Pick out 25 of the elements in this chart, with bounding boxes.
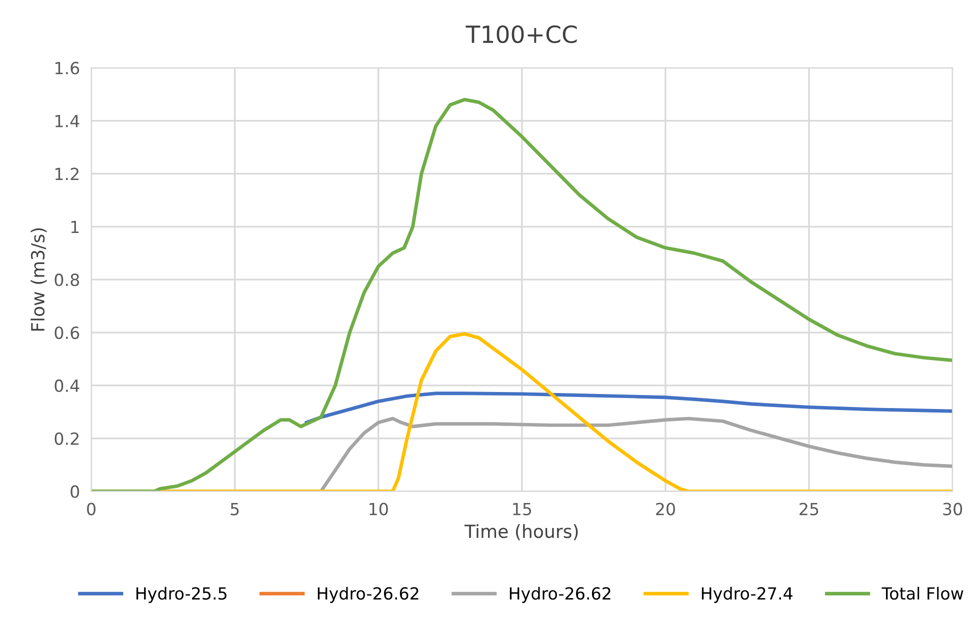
y-tick-label: 0 [70,485,80,498]
legend-label: Hydro-27.4 [702,586,792,603]
y-tick-label: 1.2 [55,168,78,180]
y-tick-label: 0.4 [54,379,80,392]
x-axis-title: Time (hours) [464,524,578,540]
y-tick-label: 0.2 [54,432,78,445]
x-tick-label: 5 [230,502,239,516]
legend-label: Hydro-26.62 [510,586,610,603]
x-tick-label: 25 [800,502,818,516]
legend-label: Hydro-25.5 [136,586,226,603]
x-tick-label: 20 [656,502,675,516]
x-tick-label: 0 [87,502,96,516]
y-tick-label: 0.6 [54,326,80,340]
legend-label: Hydro-26.62 [318,586,418,603]
x-tick-label: 10 [370,502,388,516]
chart-title: T100+CC [466,25,577,44]
legend-label: Total Flow [882,586,964,600]
y-tick-label: 1.6 [55,62,80,74]
x-tick-label: 15 [513,502,532,516]
y-axis-title: Flow (m3/s) [30,228,47,331]
y-tick-label: 0.8 [54,274,80,286]
line-series [304,392,953,424]
y-tick-label: 1 [71,220,79,233]
x-tick-label: 30 [943,502,962,516]
y-tick-label: 1.4 [55,114,80,128]
